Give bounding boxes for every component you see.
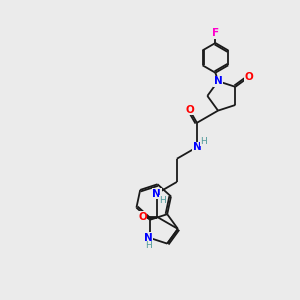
Text: O: O	[138, 212, 147, 222]
Text: N: N	[193, 142, 201, 152]
Text: H: H	[200, 137, 207, 146]
Text: H: H	[145, 241, 152, 250]
Text: N: N	[214, 76, 222, 86]
Text: N: N	[152, 188, 161, 199]
Text: O: O	[185, 105, 194, 115]
Text: N: N	[144, 233, 153, 243]
Text: H: H	[159, 196, 166, 205]
Text: F: F	[212, 28, 219, 38]
Text: O: O	[245, 72, 254, 82]
